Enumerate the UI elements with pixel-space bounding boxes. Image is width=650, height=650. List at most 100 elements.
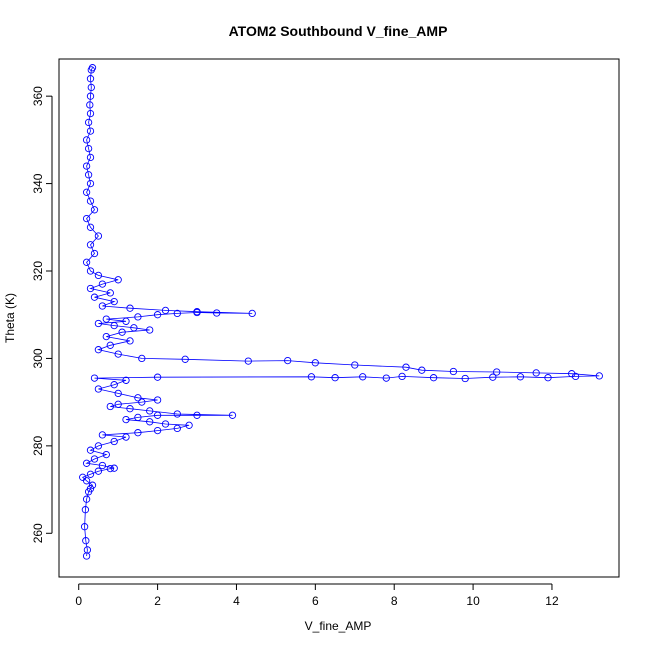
- data-point: [106, 341, 114, 349]
- data-point: [532, 369, 540, 377]
- data-point: [114, 276, 122, 284]
- data-point: [87, 83, 95, 92]
- data-point: [102, 332, 110, 341]
- data-point: [82, 537, 90, 545]
- data-point: [86, 267, 95, 275]
- data-point: [126, 304, 134, 312]
- x-tick-label: 8: [391, 594, 398, 608]
- data-point: [146, 418, 154, 426]
- data-point: [173, 410, 181, 418]
- data-point: [106, 289, 114, 297]
- data-point: [94, 271, 103, 280]
- data-point: [359, 373, 367, 381]
- data-point: [86, 485, 95, 493]
- data-point: [102, 315, 110, 323]
- data-point: [86, 197, 95, 205]
- data-point: [88, 64, 97, 72]
- data-point: [138, 398, 146, 406]
- data-point: [86, 223, 95, 231]
- data-point: [88, 481, 97, 489]
- y-axis-label: Theta (K): [3, 293, 17, 343]
- y-tick-label: 260: [31, 523, 45, 543]
- data-point: [86, 101, 94, 109]
- data-point: [82, 214, 91, 223]
- data-point: [83, 546, 92, 554]
- data-point: [138, 354, 146, 363]
- data-point: [595, 372, 603, 380]
- data-point: [181, 355, 189, 363]
- data-point: [86, 470, 95, 478]
- data-point: [82, 258, 91, 266]
- y-tick-label: 280: [31, 436, 45, 456]
- y-tick-label: 300: [31, 348, 45, 368]
- series-line: [81, 67, 600, 557]
- data-point: [114, 400, 122, 408]
- y-tick-label: 320: [31, 261, 45, 281]
- data-point: [84, 171, 93, 179]
- data-point: [351, 361, 359, 369]
- data-point: [110, 437, 118, 446]
- x-tick-label: 12: [545, 594, 559, 608]
- data-point: [173, 309, 181, 318]
- data-point: [81, 506, 90, 514]
- data-point: [130, 324, 138, 332]
- data-point: [94, 346, 103, 354]
- data-point: [134, 413, 142, 422]
- x-tick-label: 2: [154, 594, 161, 608]
- data-point: [114, 389, 122, 398]
- data-point: [82, 188, 91, 196]
- data-point: [134, 394, 142, 402]
- data-point: [106, 402, 114, 411]
- x-tick-label: 10: [466, 594, 480, 608]
- data-point: [82, 495, 91, 503]
- data-point: [134, 429, 142, 437]
- data-point: [153, 373, 162, 381]
- y-tick-label: 360: [31, 86, 45, 106]
- data-point: [248, 309, 256, 318]
- x-tick-label: 6: [312, 594, 319, 608]
- data-point: [122, 433, 130, 441]
- data-point: [244, 357, 252, 365]
- data-point: [86, 179, 95, 188]
- data-point: [331, 374, 339, 382]
- data-point: [122, 317, 130, 325]
- data-point: [213, 309, 221, 317]
- data-point: [106, 464, 114, 473]
- plot-frame: [58, 58, 620, 578]
- data-point: [122, 415, 130, 424]
- data-point: [568, 370, 576, 378]
- data-point: [126, 337, 134, 345]
- x-axis: 0 2 4 6 8 10 12: [75, 583, 559, 608]
- data-point: [82, 136, 91, 144]
- data-point: [122, 376, 130, 384]
- data-point: [90, 374, 99, 382]
- data-point: [86, 127, 95, 135]
- series-v-fine-amp: [79, 64, 603, 560]
- data-point: [398, 372, 406, 381]
- data-point: [86, 446, 95, 454]
- x-tick-label: 4: [233, 594, 240, 608]
- data-point: [84, 144, 93, 153]
- data-point: [173, 424, 181, 433]
- data-point: [86, 153, 95, 162]
- data-point: [94, 442, 103, 450]
- data-point: [193, 308, 201, 316]
- data-point: [86, 109, 95, 118]
- x-axis-label: V_fine_AMP: [305, 619, 372, 633]
- data-point: [86, 92, 95, 100]
- data-point: [94, 467, 103, 475]
- data-point: [307, 373, 316, 381]
- data-point: [80, 523, 89, 531]
- data-point: [449, 367, 458, 376]
- data-point: [153, 426, 162, 435]
- data-point: [153, 311, 162, 319]
- data-point: [382, 374, 390, 382]
- data-point: [153, 396, 162, 404]
- data-point: [90, 206, 99, 214]
- data-point: [86, 241, 95, 249]
- y-tick-label: 340: [31, 173, 45, 193]
- data-point: [193, 411, 201, 419]
- data-point: [90, 455, 99, 463]
- data-point: [98, 302, 107, 310]
